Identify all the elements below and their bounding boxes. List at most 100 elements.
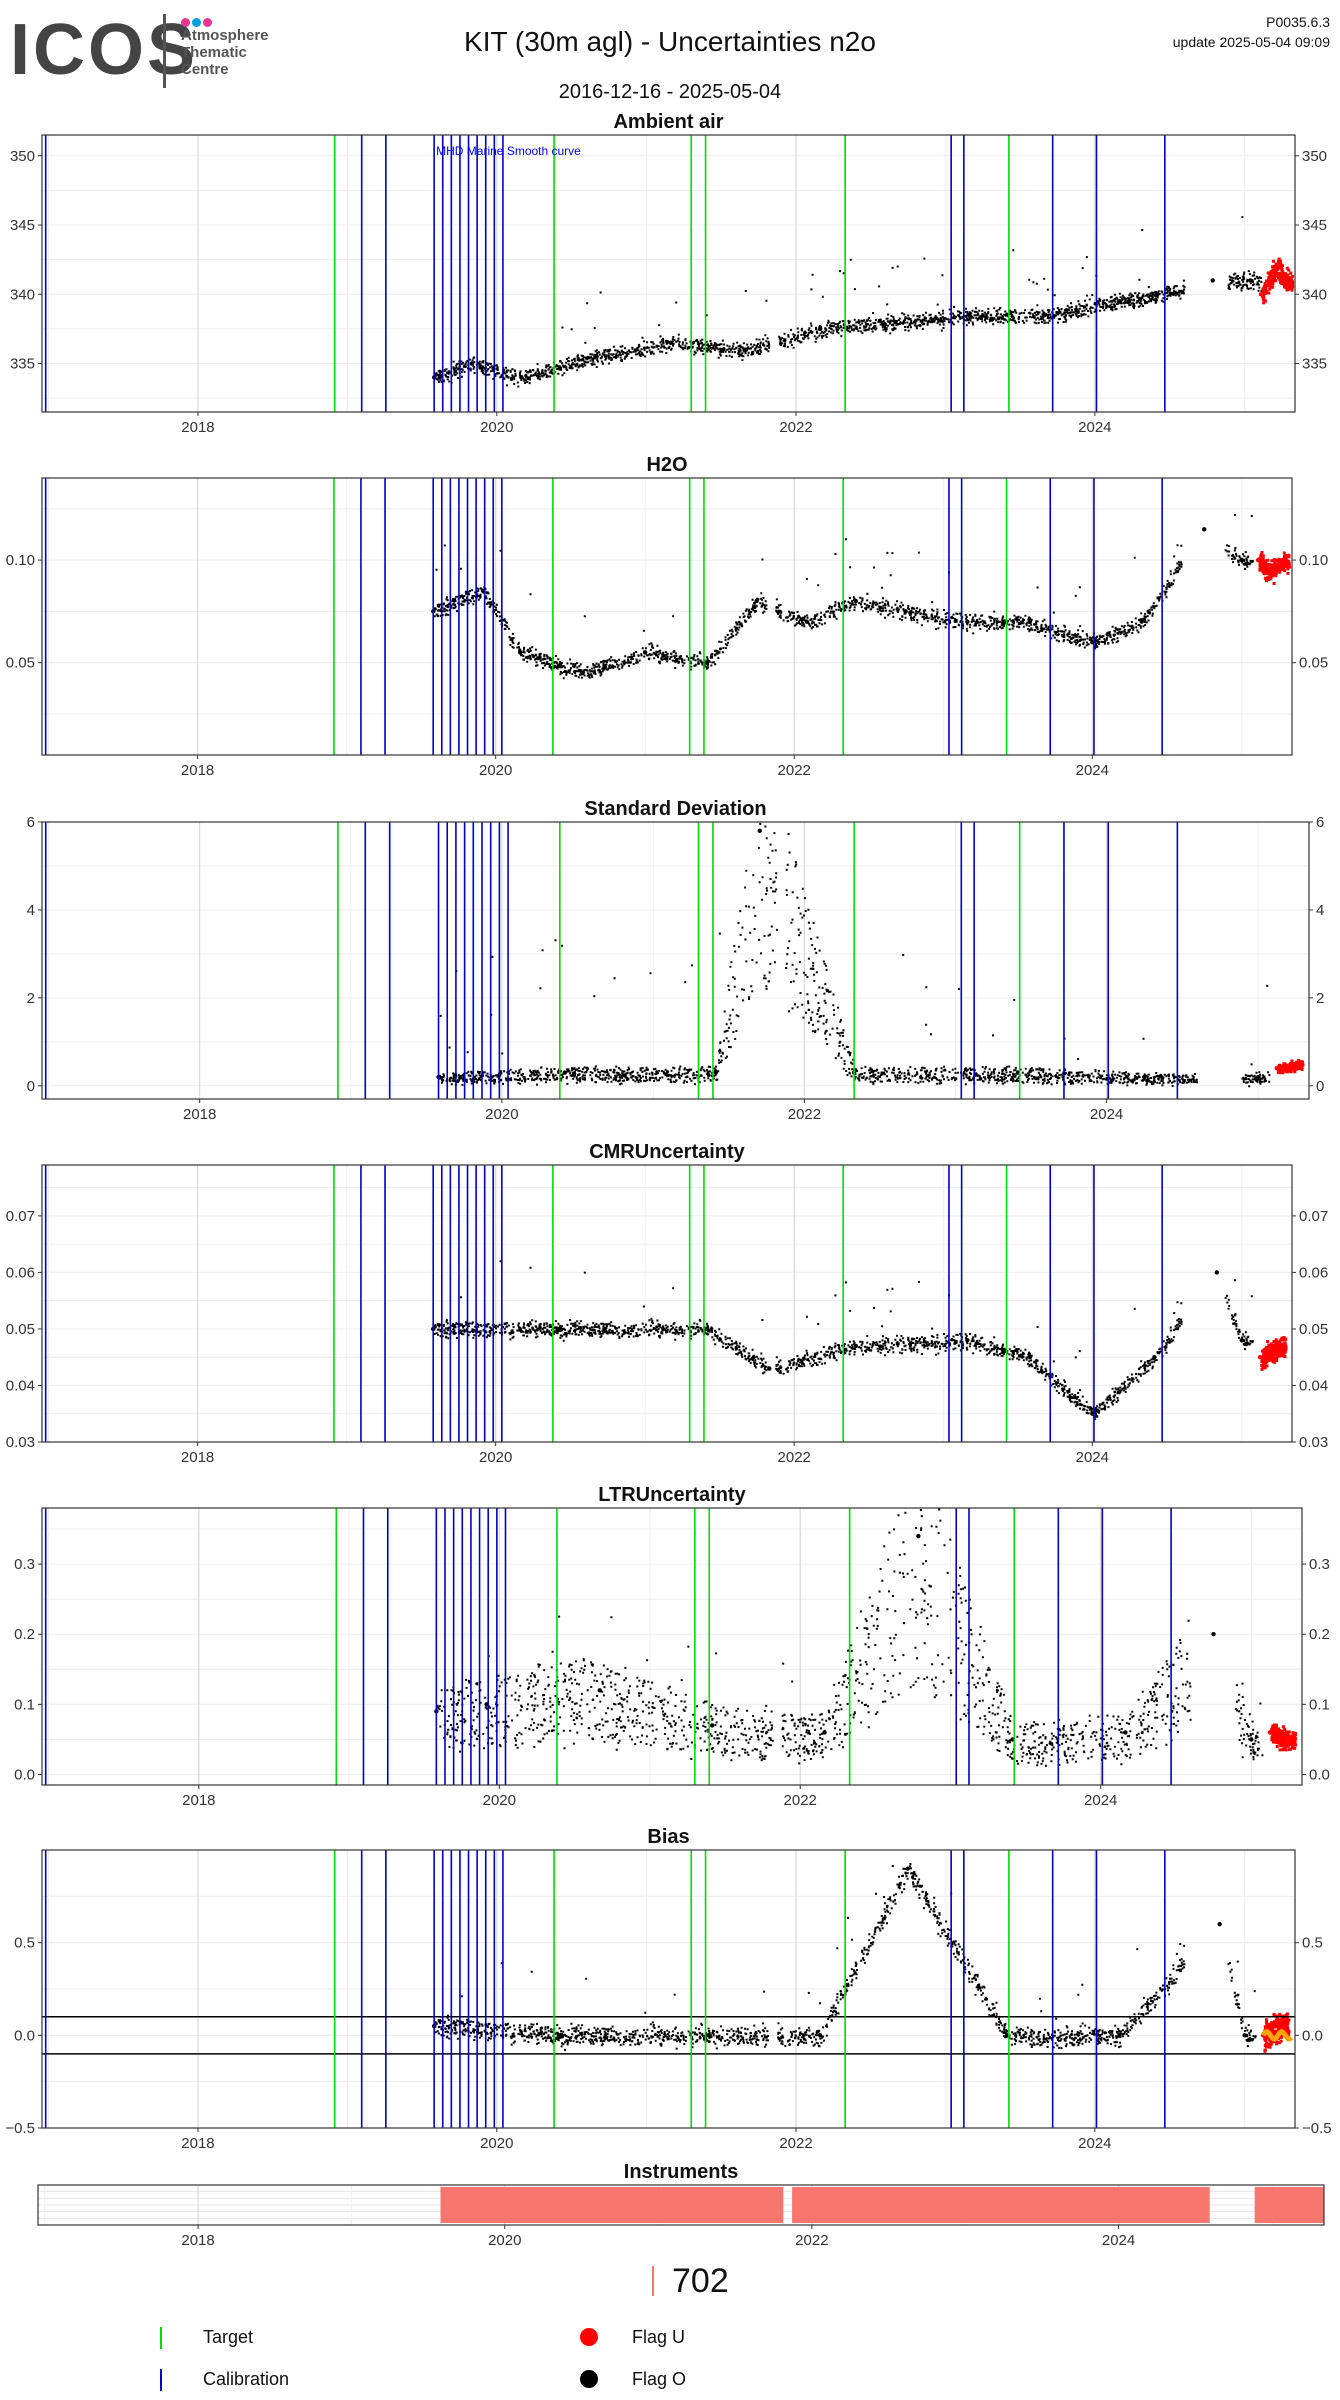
- logo-sub-line: Atmosphere: [181, 27, 269, 44]
- y-tick-label: 4: [27, 902, 35, 919]
- y-tick-label-right: 0.1: [1309, 1696, 1330, 1713]
- plot-frame: [41, 1164, 1293, 1443]
- logo-dots-icon: [181, 14, 214, 32]
- flag-u-point: [1258, 292, 1264, 297]
- flag-u-legend-dot: [580, 2328, 598, 2346]
- x-tick-label: 2018: [183, 1106, 216, 1123]
- y-tick-label: 0.05: [6, 1321, 35, 1338]
- flag-u-point: [1279, 2023, 1284, 2029]
- update-label: update 2025-05-04 09:09: [1172, 34, 1330, 50]
- flag-o-point: [1117, 2033, 1122, 2038]
- instrument-period-bar: [440, 2187, 784, 2223]
- y-tick-label-right: 0.05: [1299, 655, 1328, 672]
- flag-o-point: [853, 1343, 859, 1349]
- flag-o-point: [642, 650, 648, 655]
- instrument-period-bar: [792, 2187, 1210, 2223]
- date-range: 2016-12-16 - 2025-05-04: [558, 81, 782, 103]
- flag-o-point: [1152, 1355, 1157, 1360]
- logo-dot: [181, 18, 190, 27]
- flag-o-point: [817, 2033, 823, 2038]
- flag-o-point: [469, 361, 475, 366]
- flag-u-points: [1261, 257, 1295, 305]
- chart-annotation: MHD Marine Smooth curve: [436, 144, 581, 158]
- flag-u-point: [1279, 557, 1285, 563]
- flag-o-point: [1211, 1632, 1216, 1637]
- y-tick-label: −0.5: [5, 2120, 35, 2137]
- flag-o-point: [704, 1326, 710, 1332]
- instrument-id: 702: [672, 2262, 729, 2300]
- y-tick-label: 0: [27, 1078, 35, 1095]
- x-tick-label: 2024: [1076, 762, 1109, 779]
- data-points: [434, 1508, 1298, 1767]
- x-tick-label: 2018: [181, 2232, 214, 2249]
- x-tick-label: 2020: [479, 1449, 512, 1466]
- plot-background: [42, 1508, 1302, 1785]
- y-tick-label: 0.04: [6, 1377, 35, 1394]
- flag-u-point: [1286, 1737, 1291, 1742]
- plot-background: [42, 478, 1292, 755]
- y-tick-label-right: 0.07: [1299, 1208, 1328, 1225]
- x-tick-label: 2024: [1084, 1792, 1117, 1809]
- flag-o-point: [916, 1533, 921, 1539]
- flag-o-point: [1123, 1730, 1128, 1735]
- legend: Target Calibration Flag U Flag O: [0, 2250, 1340, 2400]
- chart-panel-1: H2O 0.05 0.05 0.10 0.10 2018 2020 2022 2024: [6, 454, 1328, 779]
- y-tick-label-right: 0.0: [1302, 2027, 1323, 2044]
- flag-o-point: [668, 340, 673, 345]
- flag-o-point: [1249, 1737, 1254, 1742]
- y-tick-label: 0.1: [14, 1696, 35, 1713]
- plot-background: [42, 1165, 1292, 1442]
- flag-o-point: [757, 828, 762, 833]
- y-tick-label: 0.05: [6, 655, 35, 672]
- flag-o-point: [704, 660, 710, 665]
- flag-o-point: [580, 670, 585, 676]
- flag-u-point: [1257, 1355, 1263, 1360]
- flag-u-points: [1260, 1336, 1288, 1371]
- flag-o-point: [562, 1070, 567, 1075]
- x-tick-label: 2020: [485, 1106, 518, 1123]
- chart-title: CMRUncertainty: [589, 1141, 745, 1163]
- flag-o-point: [556, 2033, 562, 2038]
- data-points: [431, 1260, 1288, 1421]
- chart-title: Standard Deviation: [584, 798, 766, 820]
- flag-o-point: [767, 1366, 772, 1371]
- y-tick-label-right: 0.5: [1302, 1935, 1323, 1952]
- y-tick-label-right: 0.0: [1309, 1766, 1330, 1783]
- chart-title: Ambient air: [613, 111, 723, 133]
- legend-target-label: Target: [203, 2327, 254, 2347]
- y-tick-label: 0.10: [6, 552, 35, 569]
- y-tick-label-right: 0.10: [1299, 552, 1328, 569]
- y-tick-label-right: 0.3: [1309, 1556, 1330, 1573]
- legend-flag-o-label: Flag O: [632, 2369, 687, 2389]
- flag-o-point: [706, 2033, 711, 2038]
- flag-o-point: [967, 312, 972, 318]
- y-tick-label-right: 335: [1302, 356, 1327, 373]
- flag-u-point: [1293, 1061, 1298, 1067]
- y-tick-label: 0.3: [14, 1556, 35, 1573]
- y-tick-label: 335: [10, 356, 35, 373]
- y-tick-label-right: 0.06: [1299, 1264, 1328, 1281]
- y-tick-label-right: 0.03: [1299, 1434, 1328, 1451]
- x-tick-label: 2022: [795, 2232, 828, 2249]
- x-tick-label: 2020: [480, 419, 513, 436]
- flag-u-point: [1266, 278, 1272, 283]
- header: ICOS Atmosphere Thematic Centre KIT (30m…: [0, 0, 1340, 110]
- logo-dot: [203, 18, 212, 27]
- flag-o-point: [713, 1070, 719, 1075]
- y-tick-label-right: 4: [1316, 902, 1324, 919]
- x-tick-label: 2022: [784, 1792, 817, 1809]
- flag-o-point: [517, 650, 523, 655]
- plot-background: [42, 135, 1295, 412]
- x-tick-label: 2018: [181, 762, 214, 779]
- flag-o-point: [822, 1730, 827, 1735]
- legend-flag-u-label: Flag U: [632, 2327, 686, 2347]
- flag-o-point: [1255, 1074, 1261, 1080]
- flag-o-point: [965, 619, 970, 624]
- x-tick-label: 2022: [778, 1449, 811, 1466]
- flag-u-points: [1276, 1059, 1305, 1075]
- x-tick-label: 2024: [1078, 419, 1111, 436]
- flag-u-point: [1267, 1730, 1273, 1735]
- logo-subtitle: Atmosphere Thematic Centre: [181, 27, 269, 78]
- plot-frame: [41, 477, 1293, 756]
- plot-frame: [41, 134, 1296, 413]
